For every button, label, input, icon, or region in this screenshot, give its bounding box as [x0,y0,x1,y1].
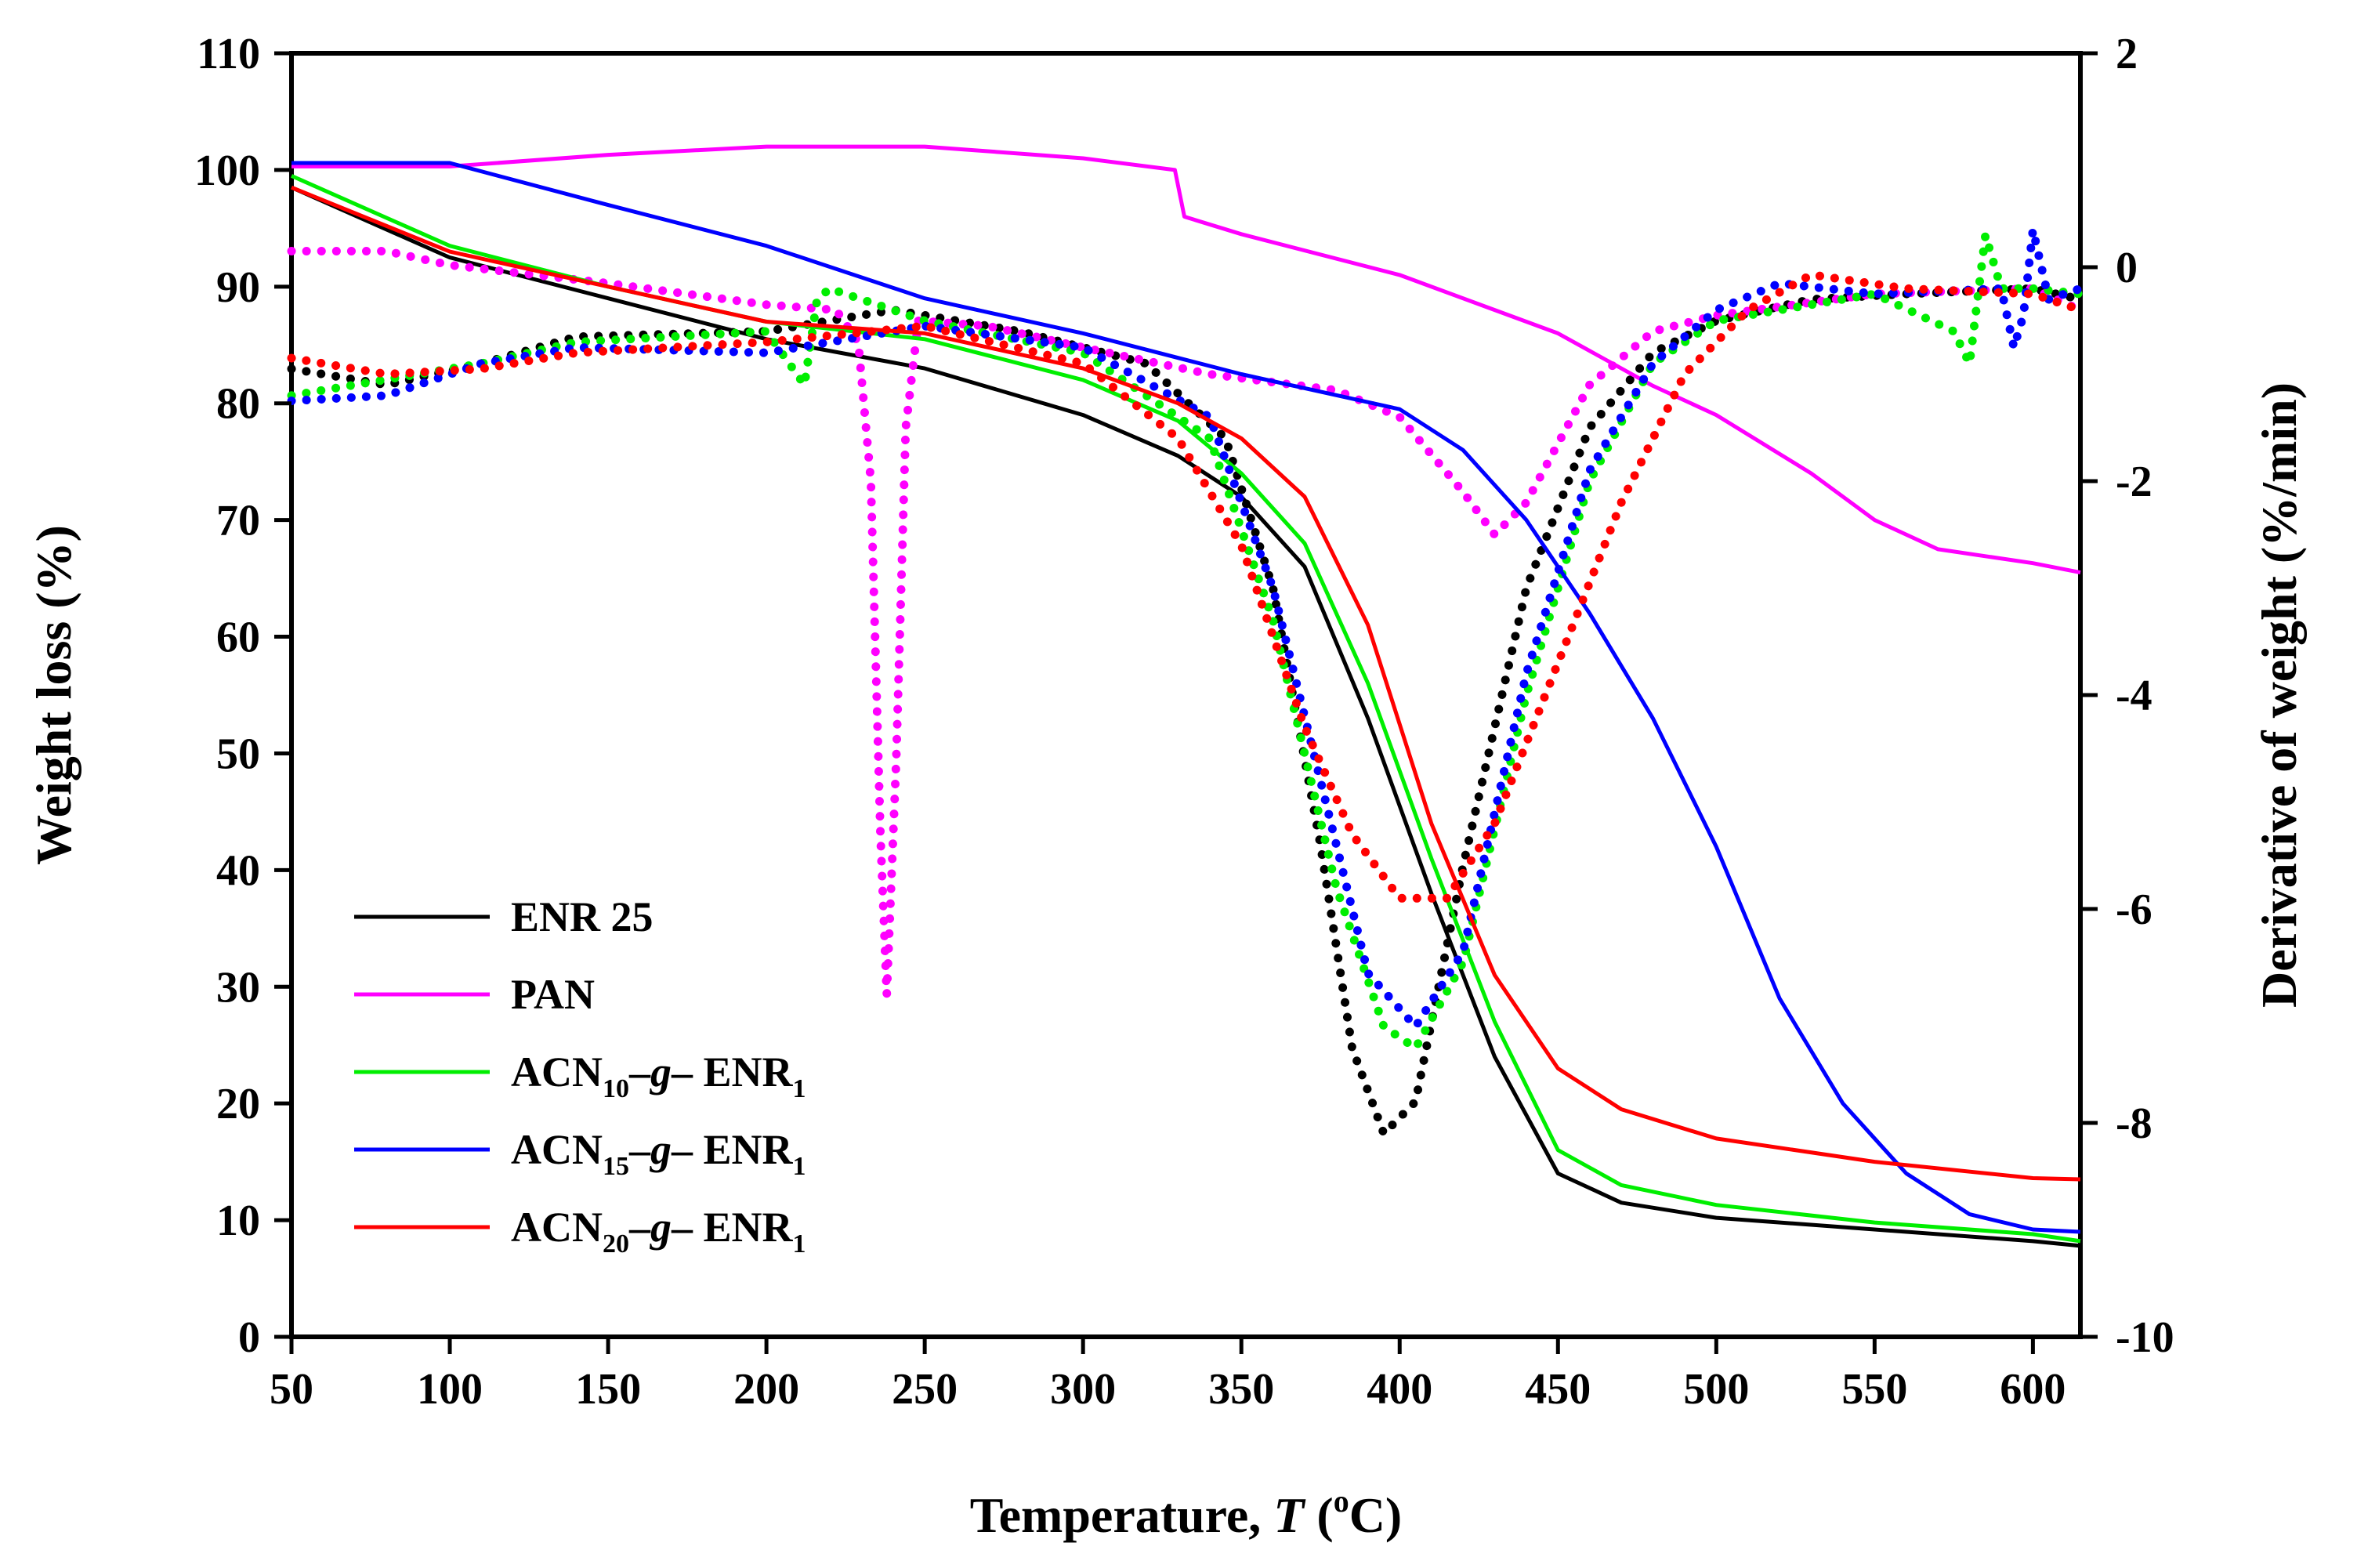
legend-text-part: ACN [511,1048,603,1095]
dtg-curve-ACN10 [287,230,2085,1052]
legend-text-part: – [628,1204,651,1251]
x-title-sup: o [1334,1483,1349,1519]
x-tick-label: 550 [1841,1365,1907,1414]
y-axis-title: Weight loss (%) [26,525,81,865]
legend-text-part: PAN [511,971,595,1018]
legend-label-ACN20: ACN20–g– ENR1 [511,1204,806,1258]
legend-text-part: 1 [793,1152,806,1181]
x-tick-label: 250 [892,1365,958,1414]
y-tick-label: 10 [216,1197,260,1245]
y2-tick-label: -10 [2116,1313,2174,1362]
legend-text-part: 10 [603,1074,629,1103]
y-tick-label: 70 [216,497,260,545]
legend-text-part: 15 [603,1152,629,1181]
x-title-prefix: Temperature, [970,1487,1274,1543]
legend-text-part: – [628,1048,651,1095]
y2-tick-label: -4 [2116,672,2152,720]
x-tick-label: 400 [1367,1365,1432,1414]
legend-text-part: g [650,1048,672,1095]
y-tick-label: 0 [238,1313,260,1362]
x-tick-label: 450 [1525,1365,1591,1414]
y-tick-label: 80 [216,380,260,429]
legend-text-part: ACN [511,1204,603,1251]
legend-text-part: g [650,1204,672,1251]
x-tick-label: 350 [1208,1365,1274,1414]
legend-text-part: – [628,1126,651,1173]
x-tick-label: 100 [417,1365,483,1414]
y-tick-label: 100 [194,147,260,195]
x-tick-label: 600 [2000,1365,2066,1414]
tg-curve-PAN [291,144,2081,575]
y-tick-label: 30 [216,963,260,1012]
x-tick-label: 300 [1050,1365,1116,1414]
y2-axis-title: Derivative of weight (%/min) [2251,382,2307,1008]
dtg-curve-ACN15 [287,225,2085,1031]
curves-group [287,144,2085,1248]
legend-label-ACN15: ACN15–g– ENR1 [511,1126,806,1181]
y-tick-label: 90 [216,263,260,312]
legend-text-part: – ENR [671,1126,794,1173]
y2-tick-label: 0 [2116,244,2138,292]
legend-label-ENR25: ENR 25 [511,893,654,940]
x-tick-label: 50 [270,1365,313,1414]
dtg-curve-PAN [287,247,2085,999]
y2-tick-label: 2 [2116,30,2138,78]
x-axis-title: Temperature, T (oC) [970,1483,1402,1543]
y-tick-label: 50 [216,730,260,778]
y-tick-label: 110 [197,30,260,78]
tg-curve-ACN20 [291,185,2081,1182]
legend-text-part: ACN [511,1126,603,1173]
y-tick-label: 60 [216,614,260,662]
tg-curve-ENR25 [290,185,2081,1248]
y2-tick-label: -2 [2116,458,2152,506]
legend-text-part: – ENR [671,1204,794,1251]
legend-text-part: 20 [603,1229,629,1258]
y2-tick-label: -8 [2116,1099,2152,1148]
legend-text-part: 1 [793,1074,806,1103]
y-tick-label: 40 [216,846,260,895]
tg-curve-ACN15 [291,161,2081,1234]
legend-label-ACN10: ACN10–g– ENR1 [511,1048,806,1103]
x-title-var: T [1273,1487,1306,1543]
legend-text-part: ENR 25 [511,893,654,940]
legend-label-PAN: PAN [511,971,595,1018]
legend-text-part: 1 [793,1229,806,1258]
x-tick-label: 500 [1683,1365,1749,1414]
axes-group: 50 100 150 200 250 300 350 400 450 500 550 60001020… [194,30,2174,1414]
dtg-curve-ACN20 [287,270,2085,903]
x-tick-label: 200 [733,1365,799,1414]
y-tick-label: 20 [216,1080,260,1128]
legend-text-part: – ENR [671,1048,794,1095]
x-title-unit: C) [1349,1487,1403,1543]
x-title-open: ( [1304,1487,1333,1543]
y2-tick-label: -6 [2116,885,2152,934]
x-tick-label: 150 [575,1365,641,1414]
legend-text-part: g [650,1126,672,1173]
